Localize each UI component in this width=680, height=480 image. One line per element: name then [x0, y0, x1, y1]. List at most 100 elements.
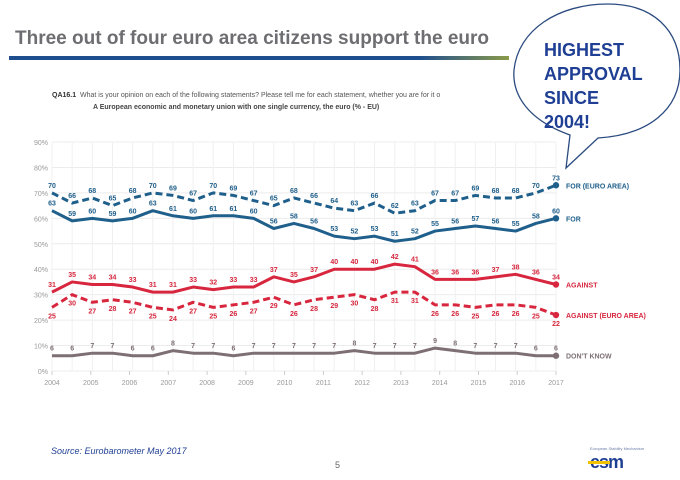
data-label: 67	[250, 191, 258, 198]
x-tick-label: 2016	[509, 380, 525, 387]
data-label: 73	[552, 175, 560, 182]
data-label: 7	[90, 343, 94, 350]
page-number: 5	[335, 460, 341, 470]
data-label: 40	[371, 259, 379, 266]
data-label: 60	[129, 208, 137, 215]
data-label: 37	[492, 267, 500, 274]
data-label: 7	[312, 343, 316, 350]
series-end-marker	[552, 215, 560, 222]
data-label: 58	[532, 213, 540, 220]
series-end-marker	[552, 311, 560, 319]
data-label: 41	[411, 257, 419, 264]
data-label: 70	[209, 183, 217, 190]
data-label: 40	[351, 259, 359, 266]
data-label: 7	[514, 343, 518, 350]
series-line	[51, 209, 557, 243]
series-end-marker	[552, 281, 560, 288]
data-label: 7	[413, 343, 417, 350]
x-tick-label: 2012	[354, 380, 370, 387]
data-label: 56	[492, 219, 500, 226]
data-label: 28	[310, 306, 318, 313]
data-label: 7	[111, 343, 115, 350]
data-label: 9	[433, 338, 437, 345]
data-label: 61	[209, 206, 217, 213]
logo-accent-bar	[588, 461, 610, 464]
data-label: 25	[209, 313, 217, 320]
y-tick-label: 0%	[38, 369, 48, 376]
y-tick-label: 40%	[34, 267, 48, 274]
x-tick-label: 2008	[199, 380, 215, 387]
data-label: 22	[552, 321, 560, 328]
data-label: 38	[512, 264, 520, 271]
logo-caption: European Stability Mechanism	[590, 446, 645, 451]
series-line	[51, 183, 557, 215]
data-label: 66	[310, 193, 318, 200]
data-label: 25	[48, 313, 56, 320]
series-legend-label: AGAINST (EURO AREA)	[566, 313, 646, 320]
data-label: 30	[68, 301, 76, 308]
data-label: 26	[290, 311, 298, 318]
series-line	[51, 290, 557, 317]
data-label: 63	[351, 201, 359, 208]
data-label: 60	[88, 208, 96, 215]
data-label: 53	[330, 226, 338, 233]
data-label: 55	[431, 221, 439, 228]
data-label: 68	[290, 188, 298, 195]
data-label: 60	[250, 208, 258, 215]
series-line	[51, 262, 557, 294]
data-label: 6	[151, 346, 155, 353]
slide-title: Three out of four euro area citizens sup…	[15, 28, 489, 49]
data-label: 40	[330, 259, 338, 266]
x-tick-label: 2007	[161, 380, 177, 387]
data-label: 57	[471, 216, 479, 223]
data-label: 26	[492, 311, 500, 318]
data-label: 31	[169, 282, 177, 289]
data-label: 7	[473, 343, 477, 350]
data-label: 56	[310, 219, 318, 226]
data-label: 27	[88, 308, 96, 315]
logo-wordmark: esm	[588, 452, 624, 472]
data-label: 28	[371, 306, 379, 313]
data-label: 70	[532, 183, 540, 190]
y-tick-label: 80%	[34, 165, 48, 172]
data-label: 29	[270, 303, 278, 310]
data-label: 31	[391, 298, 399, 305]
data-label: 61	[230, 206, 238, 213]
data-label: 6	[131, 346, 135, 353]
data-label: 51	[391, 231, 399, 238]
data-label: 58	[290, 213, 298, 220]
data-label: 68	[492, 188, 500, 195]
data-label: 60	[189, 208, 197, 215]
y-tick-label: 10%	[34, 344, 48, 351]
data-label: 7	[393, 343, 397, 350]
data-label: 28	[109, 306, 117, 313]
data-label: 7	[272, 343, 276, 350]
data-label: 26	[431, 311, 439, 318]
data-label: 25	[532, 313, 540, 320]
speech-bubble-shape	[513, 3, 680, 170]
y-tick-label: 60%	[34, 216, 48, 223]
data-label: 26	[451, 311, 459, 318]
data-label: 25	[471, 313, 479, 320]
speech-bubble	[513, 3, 680, 170]
question-code: QA16.1	[52, 92, 77, 99]
data-label: 70	[48, 183, 56, 190]
data-label: 8	[453, 341, 457, 348]
data-label: 6	[50, 346, 54, 353]
y-tick-label: 50%	[34, 242, 48, 249]
data-label: 64	[330, 198, 338, 205]
data-label: 33	[250, 277, 258, 284]
x-tick-label: 2017	[548, 380, 564, 387]
data-label: 6	[554, 346, 558, 353]
data-label: 6	[70, 346, 74, 353]
x-tick-label: 2015	[471, 380, 487, 387]
data-label: 27	[129, 308, 137, 315]
data-label: 34	[552, 274, 560, 281]
source-note: Source: Eurobarometer May 2017	[51, 446, 187, 456]
y-tick-label: 90%	[34, 140, 48, 147]
data-label: 60	[552, 208, 560, 215]
data-label: 56	[451, 219, 459, 226]
data-label: 61	[169, 206, 177, 213]
data-label: 67	[431, 191, 439, 198]
esm-logo: European Stability Mechanism esm	[588, 446, 670, 476]
